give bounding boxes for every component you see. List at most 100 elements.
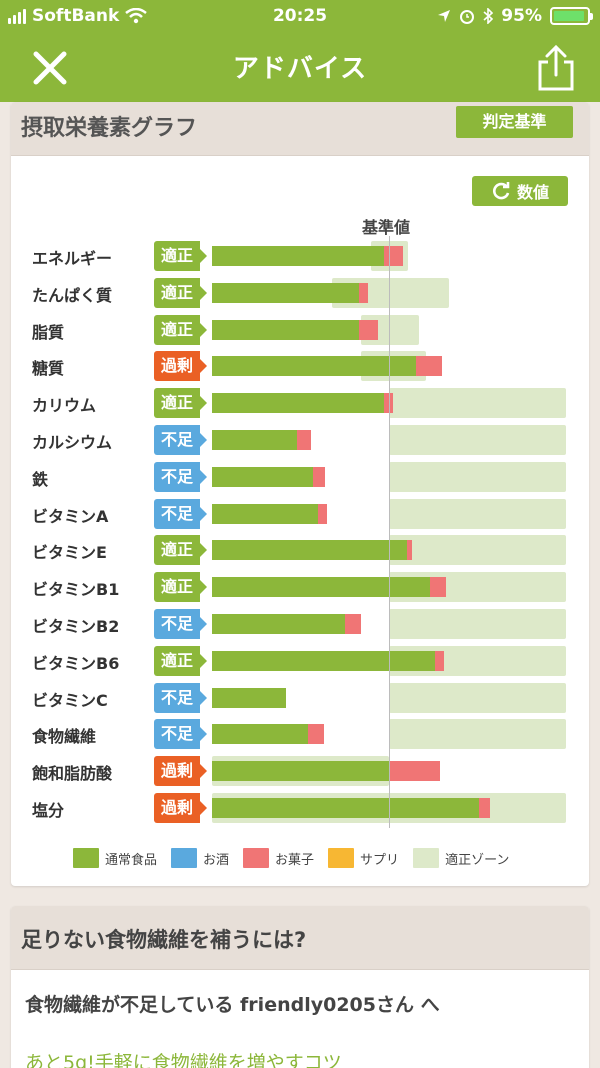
bar-snack xyxy=(435,650,444,671)
status-badge: 不足 xyxy=(154,461,207,492)
legend-swatch xyxy=(171,848,198,868)
nutrient-chart: エネルギー 適正 たんぱく質 適正 脂質 適正 糖質 過剰 カリウム 適正 カルシウム 不足鉄不足 ビタ… xyxy=(11,102,589,886)
bar-regular-food xyxy=(212,687,287,708)
battery-percent: 95% xyxy=(501,6,542,26)
refresh-icon xyxy=(493,182,510,200)
status-badge: 適正 xyxy=(154,572,207,603)
bar-snack xyxy=(429,577,446,598)
alarm-icon xyxy=(460,10,475,24)
ideal-zone xyxy=(389,388,566,419)
status-badge: 適正 xyxy=(154,535,207,566)
nutrient-label: ビタミンA xyxy=(32,506,109,526)
legend-swatch xyxy=(413,848,440,868)
graph-card-header: 摂取栄養素グラフ 判定基準 xyxy=(11,102,589,156)
advice-card-title: 足りない食物繊維を補うには? xyxy=(21,928,307,952)
bar-snack xyxy=(312,466,326,487)
status-badge: 不足 xyxy=(154,719,207,750)
ideal-zone xyxy=(389,682,566,713)
status-badge: 適正 xyxy=(154,645,207,676)
legend-item: 適正ゾーン xyxy=(413,848,509,868)
legend-label: 適正ゾーン xyxy=(445,852,510,868)
status-badge: 不足 xyxy=(154,682,207,713)
status-badge: 不足 xyxy=(154,425,207,455)
bar-snack xyxy=(344,614,361,634)
bar-regular-food xyxy=(212,356,416,377)
legend-label: 通常食品 xyxy=(105,852,158,868)
nutrient-label: ビタミンC xyxy=(32,690,108,710)
baseline-line xyxy=(389,236,390,828)
advice-subtitle: 食物繊維が不足している friendly0205さん へ xyxy=(25,994,440,1016)
chart-legend: 通常食品 お酒 お菓子 サプリ 適正ゾーン xyxy=(73,848,523,868)
signal-icon xyxy=(8,8,26,24)
status-badge: 過剰 xyxy=(154,351,207,382)
bar-snack xyxy=(383,246,404,266)
ideal-zone xyxy=(389,535,566,566)
nutrient-label: ビタミンB2 xyxy=(32,617,120,636)
legend-swatch xyxy=(328,848,355,868)
status-badge: 過剰 xyxy=(154,756,207,787)
carrier-label: SoftBank xyxy=(32,6,120,26)
nutrient-label: 脂質 xyxy=(32,322,65,342)
advice-card: 足りない食物繊維を補うには? 食物繊維が不足している friendly0205さ… xyxy=(11,906,589,1068)
nutrient-label: ビタミンB1 xyxy=(32,580,120,600)
bar-regular-food xyxy=(212,650,436,671)
location-icon xyxy=(438,10,451,22)
clock: 20:25 xyxy=(272,6,328,26)
bar-regular-food xyxy=(212,282,359,303)
nutrient-label: たんぱく質 xyxy=(32,285,113,305)
ideal-zone xyxy=(389,425,566,455)
bar-regular-food xyxy=(212,466,313,487)
status-badge: 適正 xyxy=(154,277,207,308)
nutrient-label: 塩分 xyxy=(32,801,65,820)
bar-regular-food xyxy=(212,503,319,524)
nutrient-label: 飽和脂肪酸 xyxy=(32,764,113,784)
legend-item: サプリ xyxy=(328,848,399,868)
legend-label: お菓子 xyxy=(275,852,315,868)
legend-item: お酒 xyxy=(171,848,229,868)
bar-snack xyxy=(307,724,324,745)
nutrient-label: カルシウム xyxy=(32,433,113,452)
bar-regular-food xyxy=(212,319,359,340)
status-badge: 適正 xyxy=(154,241,207,271)
close-icon[interactable] xyxy=(30,50,70,86)
status-badge: 不足 xyxy=(154,609,207,639)
nutrient-label: 食物繊維 xyxy=(32,727,97,747)
bar-snack xyxy=(415,356,443,377)
ideal-zone xyxy=(389,719,566,750)
nutrient-graph-card: 摂取栄養素グラフ 判定基準 数値 基準値 エネルギー 適正 たんぱく質 適正 脂質 適正糖… xyxy=(11,102,589,886)
bar-snack xyxy=(389,761,441,782)
nutrient-label: エネルギー xyxy=(32,249,113,268)
bar-regular-food xyxy=(212,393,384,414)
bar-regular-food xyxy=(212,798,480,818)
criteria-button[interactable]: 判定基準 xyxy=(456,106,573,138)
nutrient-label: 糖質 xyxy=(32,359,65,379)
advice-link[interactable]: あと5g!手軽に食物繊維を増やすコツ xyxy=(25,1052,342,1068)
top-bar: SoftBank 20:25 95% アドバイス xyxy=(0,0,600,102)
nutrient-label: ビタミンB6 xyxy=(32,653,120,673)
bar-snack xyxy=(318,503,328,524)
share-icon[interactable] xyxy=(534,44,578,92)
legend-item: お菓子 xyxy=(243,848,314,868)
legend-swatch xyxy=(73,848,99,868)
legend-label: お酒 xyxy=(203,852,230,868)
show-values-button[interactable]: 数値 xyxy=(472,176,568,206)
legend-item: 通常食品 xyxy=(73,848,157,868)
page-title: アドバイス xyxy=(232,54,368,84)
legend-label: サプリ xyxy=(360,852,400,868)
bar-regular-food xyxy=(212,540,407,561)
bar-snack xyxy=(479,798,490,818)
status-badge: 適正 xyxy=(154,388,207,419)
bar-regular-food xyxy=(212,614,345,634)
bluetooth-icon xyxy=(483,8,494,24)
nutrient-label: 鉄 xyxy=(32,469,49,489)
bar-snack xyxy=(358,319,379,340)
bar-snack xyxy=(358,282,368,303)
battery-icon xyxy=(550,7,593,25)
bar-regular-food xyxy=(212,761,389,782)
advice-card-header: 足りない食物繊維を補うには? xyxy=(11,906,589,970)
status-badge: 不足 xyxy=(154,498,207,529)
status-badge: 過剰 xyxy=(154,793,207,823)
wifi-icon xyxy=(125,8,148,24)
baseline-label: 基準値 xyxy=(362,218,411,237)
bar-regular-food xyxy=(212,246,384,266)
